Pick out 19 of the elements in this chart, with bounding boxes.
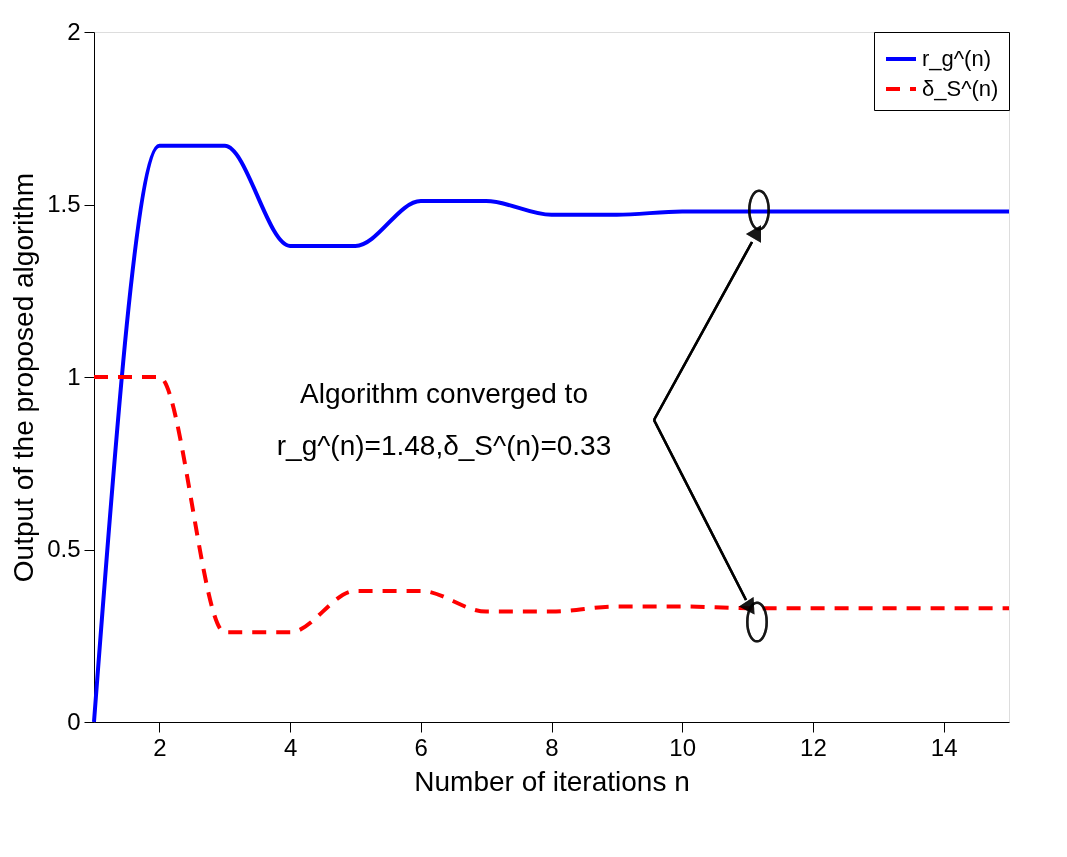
y-tick-label: 0.5 (47, 535, 81, 562)
y-tick-label: 1.5 (47, 190, 81, 217)
x-axis-title: Number of iterations n (414, 765, 690, 797)
x-tick-label: 6 (414, 733, 428, 761)
x-tick-label: 4 (283, 733, 298, 761)
x-tick-label: 14 (930, 733, 958, 761)
line-series (92, 375, 1011, 635)
y-tick-label: 1 (67, 362, 81, 390)
x-tick-label: 8 (545, 733, 559, 761)
annotation: r_g^(n)=1.48,δ_S^(n)=0.33 (276, 430, 612, 461)
x-tick-label: 2 (153, 733, 167, 761)
y-tick-label: 2 (67, 17, 81, 45)
y-axis-title: Output of the proposed algorithm (8, 172, 40, 583)
legend-label: r_g^(n) (922, 46, 992, 71)
x-tick-label: 12 (800, 733, 827, 761)
y-tick-label: 0 (67, 707, 81, 735)
legend-label: δ_S^(n) (922, 76, 999, 101)
x-tick-label: 10 (669, 733, 697, 761)
annotation: Algorithm converged to (300, 378, 588, 409)
